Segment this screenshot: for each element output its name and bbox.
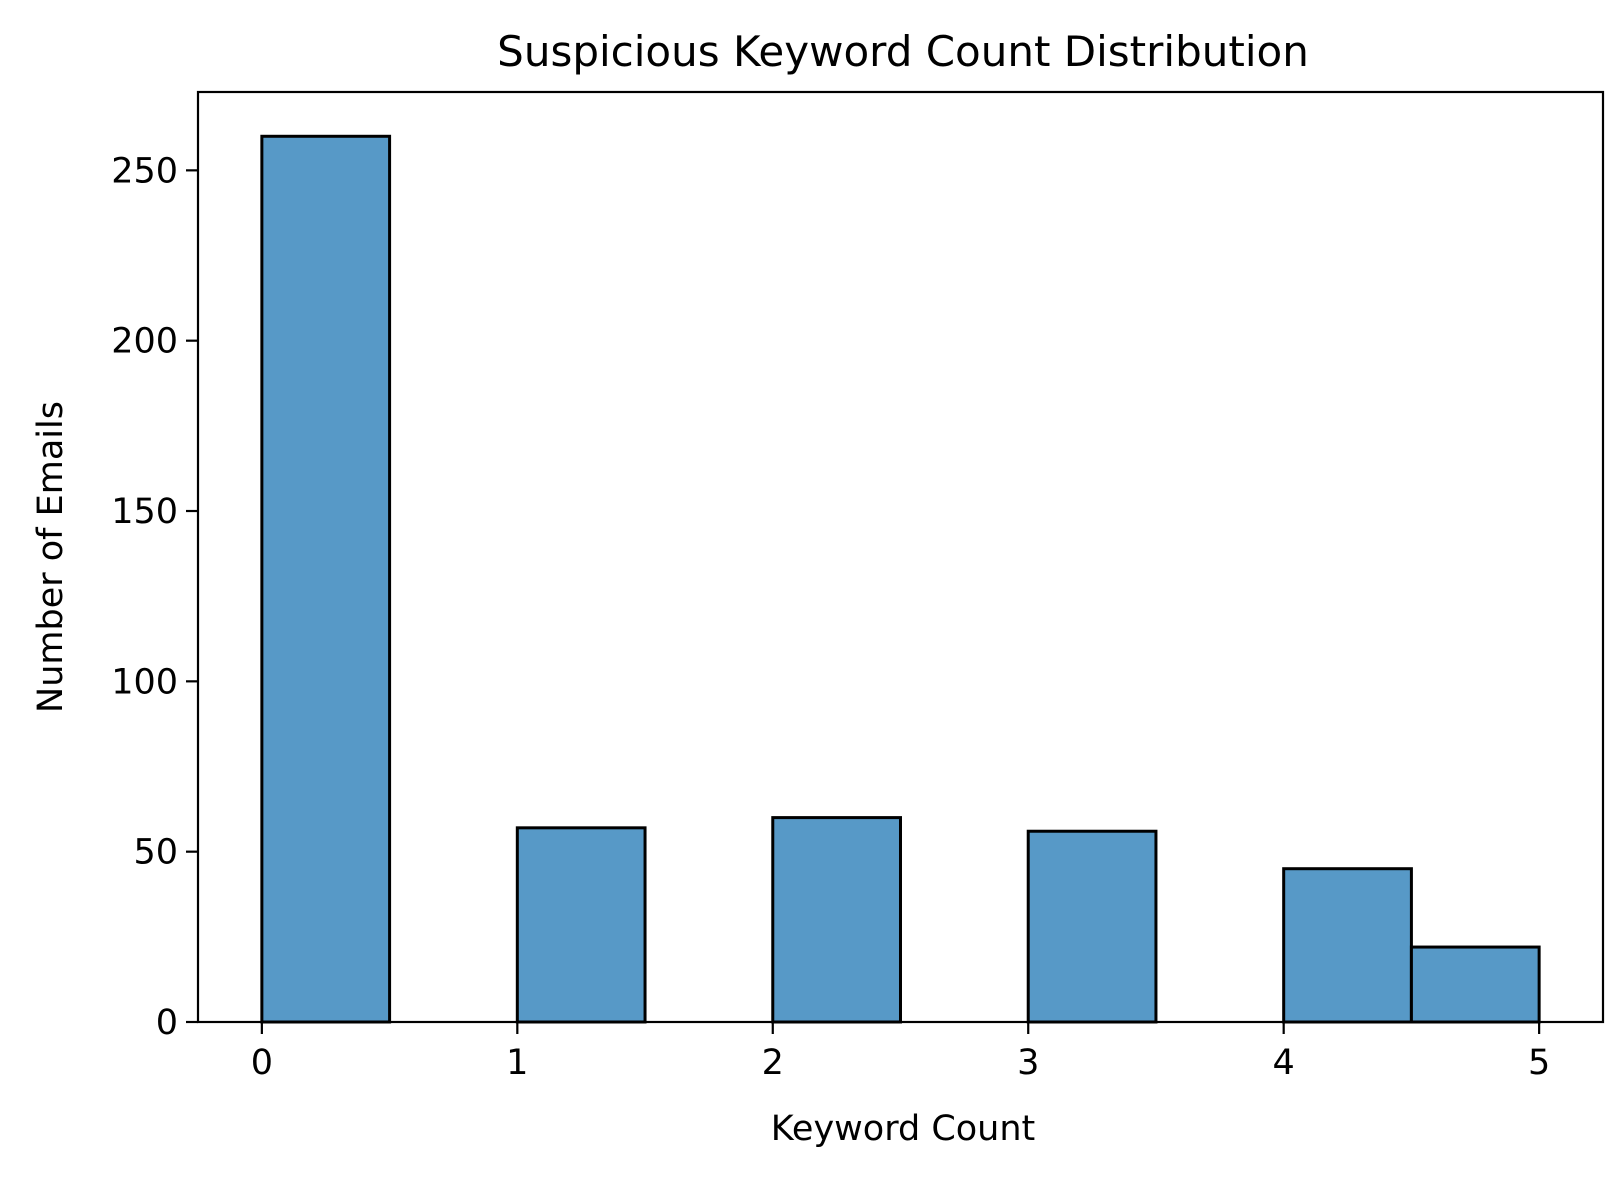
y-tick-label: 150 <box>111 492 178 532</box>
y-tick-label: 0 <box>156 1003 178 1043</box>
chart-title: Suspicious Keyword Count Distribution <box>497 27 1309 76</box>
x-tick-label: 3 <box>1017 1043 1039 1083</box>
y-tick-label: 100 <box>111 662 178 702</box>
y-tick-label: 50 <box>133 833 178 873</box>
y-axis-ticks: 0 50 100 150 200 250 <box>111 151 198 1043</box>
x-tick-label: 1 <box>506 1043 528 1083</box>
histogram-bar <box>771 816 902 1024</box>
y-tick-label: 200 <box>111 322 178 362</box>
histogram-bar <box>515 826 647 1024</box>
x-axis-ticks: 0 1 2 3 4 5 <box>251 1022 1550 1083</box>
y-tick-label: 250 <box>111 151 178 191</box>
bars-group <box>260 134 1541 1024</box>
histogram-bar <box>1026 829 1158 1024</box>
x-tick-label: 4 <box>1273 1043 1295 1083</box>
histogram-bar <box>1409 945 1541 1024</box>
x-tick-label: 5 <box>1528 1043 1550 1083</box>
x-tick-label: 0 <box>251 1043 273 1083</box>
histogram-bar <box>1282 867 1413 1024</box>
x-axis-label: Keyword Count <box>771 1109 1036 1149</box>
plot-frame <box>196 90 1605 1024</box>
histogram-bar <box>260 134 392 1024</box>
y-axis-label: Number of Emails <box>31 401 71 713</box>
x-tick-label: 2 <box>762 1043 784 1083</box>
